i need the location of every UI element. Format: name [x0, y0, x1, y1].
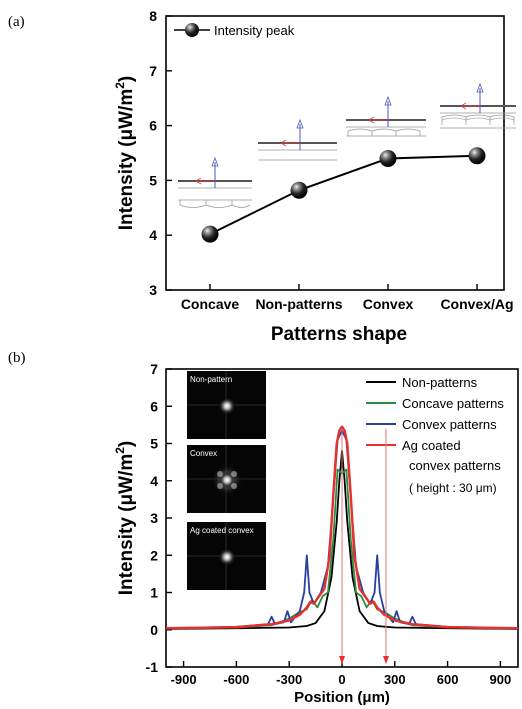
legend-note-height: ( height : 30 μm) [409, 481, 497, 495]
plot-a-x-label: Patterns shape [271, 324, 407, 345]
x-tick-label: Convex [363, 296, 414, 312]
annotation-arrow-head [339, 656, 345, 664]
y-tick-label: 0 [150, 622, 158, 638]
y-tick-label: -1 [146, 659, 159, 675]
legend-label-concave-patterns: Concave patterns [402, 396, 504, 411]
plot-a-series [201, 147, 486, 243]
y-tick-label: 5 [150, 436, 158, 452]
y-tick-label: 6 [150, 398, 158, 414]
inset-convex-structure [346, 95, 426, 137]
plot-b-legend: Non-patterns Concave patterns Convex pat… [366, 375, 504, 495]
data-point [201, 225, 219, 243]
plot-a-y-axis: 3 4 5 6 7 8 [149, 8, 172, 298]
inset-image-ag-coated-convex: Ag coated convex [187, 522, 266, 590]
series-line-intensity-peak [209, 154, 478, 236]
x-tick-label: -900 [171, 672, 197, 687]
plot-a-x-axis: Concave Non-patterns Convex Convex/Ag [181, 284, 514, 312]
legend-label-ag-coated-convex: Ag coated convex patterns [402, 438, 501, 473]
y-tick-label: 5 [149, 172, 157, 188]
data-point [379, 149, 397, 167]
annotation-arrow-head [383, 656, 389, 664]
inset-ag-convex-structure [440, 82, 516, 129]
x-tick-label: 0 [338, 672, 345, 687]
data-point [468, 147, 486, 165]
y-tick-label: 6 [149, 118, 157, 134]
inset-image-convex: Convex [187, 445, 266, 513]
legend-label-intensity-peak: Intensity peak [214, 23, 295, 38]
y-tick-label: 8 [149, 8, 157, 24]
inset-concave-structure [178, 156, 252, 208]
plot-a-y-label: Intensity (μW/m2) [113, 76, 137, 230]
plot-b-y-label: Intensity (μW/m2) [113, 441, 137, 595]
x-tick-label: Convex/Ag [440, 296, 513, 312]
y-tick-label: 4 [150, 473, 158, 489]
y-tick-label: 7 [149, 63, 157, 79]
panel-a: (a) 3 4 5 6 7 8 Concave Non-patterns Convex Conv… [8, 8, 516, 345]
plot-b-annotations [339, 428, 389, 664]
y-tick-label: 3 [150, 510, 158, 526]
y-tick-label: 2 [150, 547, 158, 563]
legend-label-convex-patterns: Convex patterns [402, 417, 497, 432]
inset-image-non-pattern: Non-pattern [187, 371, 266, 439]
plot-b-x-axis: -900 -600 -300 0 300 600 900 [171, 661, 512, 687]
x-tick-label: Non-patterns [255, 296, 342, 312]
y-tick-label: 1 [150, 585, 158, 601]
x-tick-label: 600 [437, 672, 459, 687]
x-tick-label: Concave [181, 296, 240, 312]
legend-marker [185, 23, 199, 37]
series-line-ag-coated-convex-patterns [165, 425, 519, 630]
x-tick-label: 900 [490, 672, 512, 687]
plot-b-x-label: Position (μm) [294, 689, 390, 706]
data-point [290, 181, 308, 199]
y-tick-label: 4 [149, 227, 157, 243]
inset-label-convex: Convex [190, 449, 217, 458]
panel-b: (b) -1 0 1 2 3 4 5 6 7 -900 -600 -300 0 300 600 900 In… [8, 350, 519, 706]
plot-b-y-axis: -1 0 1 2 3 4 5 6 7 [146, 361, 172, 675]
x-tick-label: -600 [223, 672, 249, 687]
inset-label-non-pattern: Non-pattern [190, 375, 232, 384]
plot-a-frame [165, 15, 505, 291]
x-tick-label: -300 [276, 672, 302, 687]
x-tick-label: 300 [384, 672, 406, 687]
y-tick-label: 3 [149, 282, 157, 298]
y-tick-label: 7 [150, 361, 158, 377]
panel-b-label: (b) [8, 350, 26, 366]
panel-a-label: (a) [8, 14, 25, 30]
inset-non-patterns-structure [258, 118, 337, 161]
inset-label-ag-coated-convex: Ag coated convex [190, 526, 254, 535]
legend-label-non-patterns: Non-patterns [402, 375, 478, 390]
plot-a-legend: Intensity peak [174, 23, 295, 38]
